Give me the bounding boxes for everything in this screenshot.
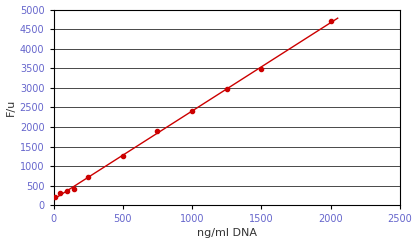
Point [64,189,71,193]
Point [71,187,78,191]
Point [154,129,161,133]
Point [57,191,64,195]
Point [120,154,126,158]
Point [51,195,58,199]
Y-axis label: F/u: F/u [5,99,15,116]
Point [327,19,334,23]
Point [224,87,230,91]
Point [189,109,196,113]
X-axis label: ng/ml DNA: ng/ml DNA [197,228,257,238]
Point [258,67,265,71]
Point [85,175,92,179]
